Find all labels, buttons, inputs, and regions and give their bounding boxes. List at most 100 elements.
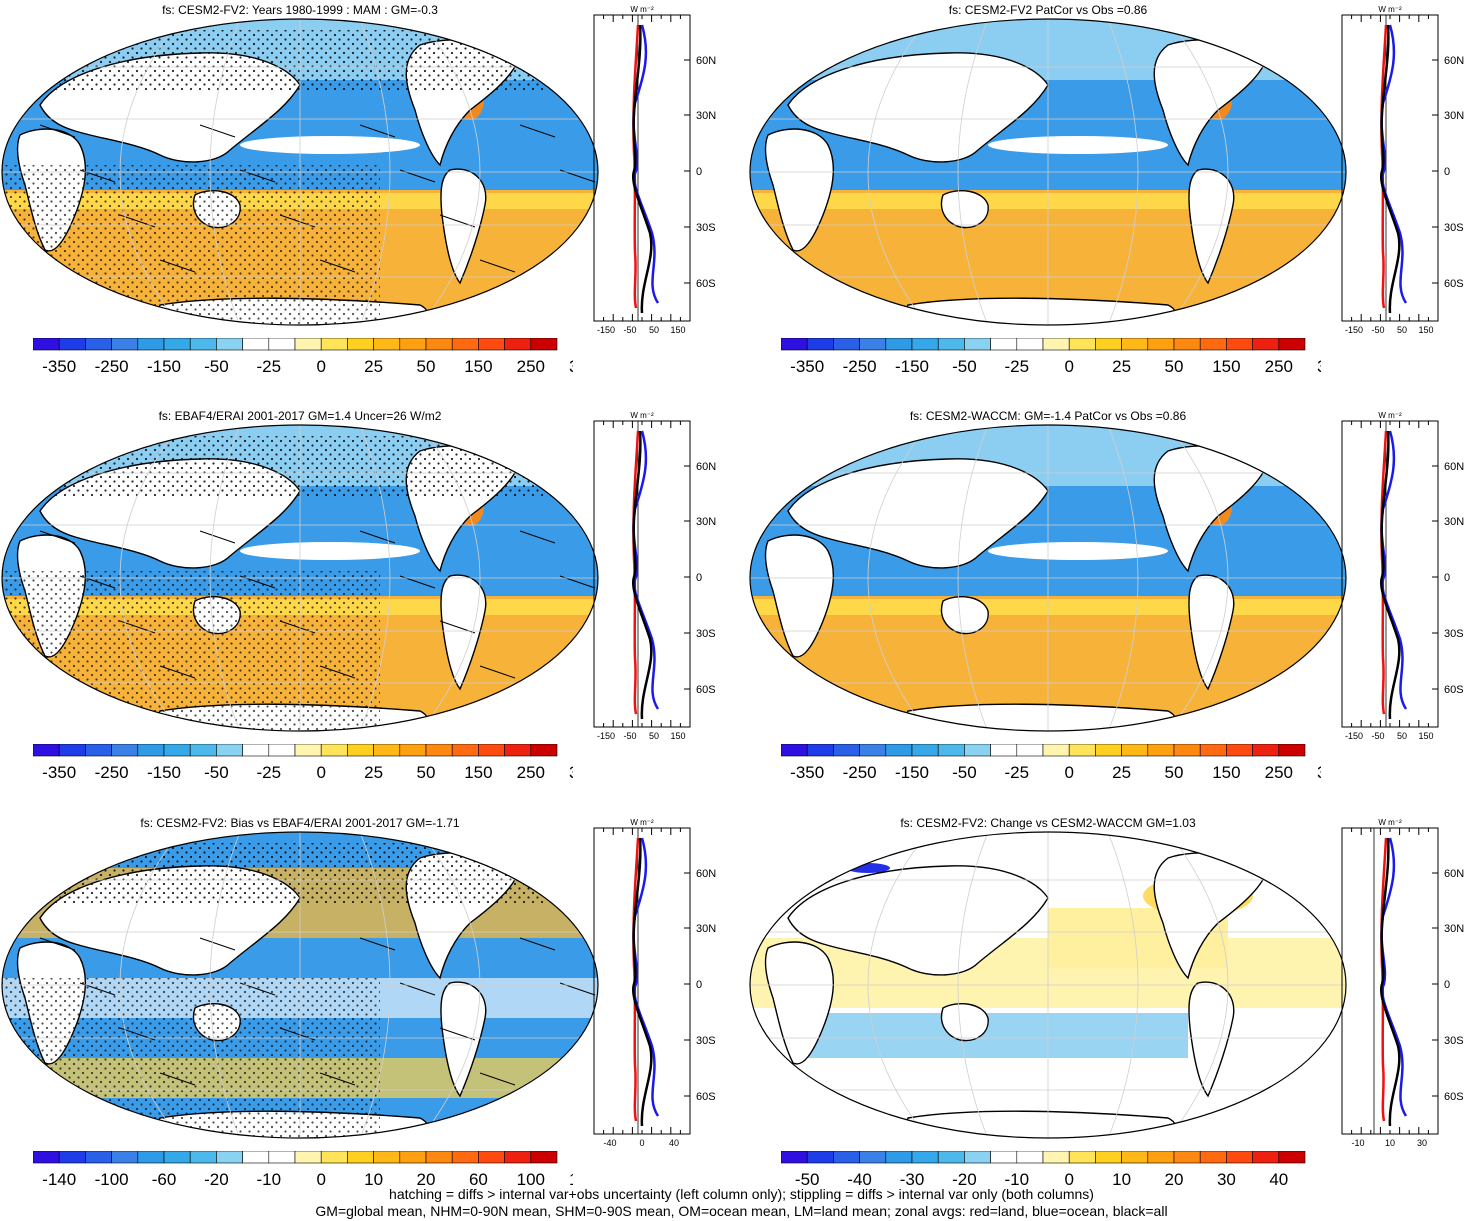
profile-x-tick-label: 40: [669, 1138, 679, 1146]
colorbar-tick-label: 350: [1317, 357, 1321, 376]
colorbar-swatch: [1147, 338, 1175, 351]
colorbar-swatch: [1226, 744, 1253, 757]
profile-line: [1380, 837, 1408, 1117]
colorbar-swatch: [1042, 338, 1070, 351]
colorbar-swatch: [85, 338, 112, 351]
profile-x-tick-label: 0: [639, 1138, 644, 1146]
colorbar-tick-label: -250: [95, 357, 129, 376]
colorbar-tick-label: 40: [1269, 1170, 1288, 1189]
profile-lat-label: 0: [1444, 572, 1450, 584]
colorbar-tick-label: 100: [517, 1170, 545, 1189]
colorbar-swatch: [1095, 1151, 1122, 1164]
colorbar-swatch: [242, 338, 270, 351]
profile-lat-label: 30S: [696, 1035, 716, 1047]
colorbar-tick-label: -250: [95, 763, 129, 782]
profile-x-tick-label: 50: [1397, 325, 1407, 333]
colorbar-swatch: [781, 338, 808, 351]
colorbar-swatch: [781, 1151, 808, 1164]
profile-line: [632, 837, 660, 1117]
colorbar-swatch: [478, 1151, 505, 1164]
colorbar-swatch: [163, 1151, 191, 1164]
colorbar-swatch: [1068, 744, 1096, 757]
colorbar-tick-label: 250: [1265, 357, 1293, 376]
colorbar-swatch: [347, 1151, 374, 1164]
colorbar-swatch: [1121, 744, 1149, 757]
colorbar-tick-label: -50: [952, 357, 977, 376]
colorbar-swatch: [806, 338, 834, 351]
colorbar-swatch: [478, 744, 505, 757]
colorbar-swatch: [1095, 744, 1122, 757]
profile-lat-label: 30S: [1444, 1035, 1464, 1047]
profile-line: [1379, 837, 1401, 1127]
colorbar-tick-label: -30: [900, 1170, 925, 1189]
colorbar-tick-label: 25: [364, 763, 383, 782]
profile-lat-label: 0: [696, 166, 702, 178]
colorbar-tick-label: 350: [1317, 763, 1321, 782]
colorbar-tick-label: -60: [152, 1170, 177, 1189]
colorbar-swatch: [242, 744, 270, 757]
colorbar-tick-label: 150: [1212, 763, 1240, 782]
colorbar-swatch: [806, 1151, 834, 1164]
colorbar-tick-label: -250: [843, 357, 877, 376]
colorbar-swatch: [268, 1151, 296, 1164]
profile-lat-label: 0: [1444, 166, 1450, 178]
profile-lat-label: 30N: [1444, 110, 1464, 122]
profile-units: W m⁻²: [1378, 818, 1402, 827]
zonal-profile: W m⁻² 60N 30N 0 30S 60S -150 -50 50 150: [1341, 5, 1464, 333]
colorbar-swatch: [399, 744, 427, 757]
profile-lat-label: 60N: [696, 461, 716, 473]
colorbar-swatch: [216, 338, 243, 351]
colorbar-swatch: [1226, 338, 1253, 351]
colorbar-tick-label: 140: [569, 1170, 573, 1189]
profile-x-tick-label: -150: [1345, 325, 1363, 333]
panel-title: fs: CESM2-FV2: Years 1980-1999 : MAM : G…: [162, 3, 438, 17]
profile-x-tick-label: -50: [623, 325, 636, 333]
colorbar-tick-label: -50: [204, 763, 229, 782]
colorbar: -350-250-150-50-2502550150250350: [33, 744, 573, 782]
colorbar-tick-label: 10: [1112, 1170, 1131, 1189]
profile-lat-label: 60S: [1444, 1091, 1464, 1103]
colorbar-swatch: [1173, 1151, 1201, 1164]
profile-x-tick-label: 150: [1418, 325, 1433, 333]
colorbar-swatch: [1042, 744, 1070, 757]
robinson-map: [749, 18, 1347, 326]
profile-x-tick-label: -50: [1371, 731, 1384, 739]
zonal-profile: W m⁻² 60N 30N 0 30S 60S -150 -50 50 150: [593, 411, 716, 739]
colorbar-swatch: [1121, 338, 1149, 351]
colorbar-swatch: [320, 338, 348, 351]
colorbar-swatch: [530, 1151, 558, 1164]
profile-x-tick-label: 50: [1397, 731, 1407, 739]
colorbar-swatch: [242, 1151, 270, 1164]
colorbar-swatch: [268, 338, 296, 351]
colorbar-swatch: [833, 338, 860, 351]
colorbar-tick-label: 25: [364, 357, 383, 376]
colorbar-swatch: [137, 744, 165, 757]
colorbar-tick-label: -150: [147, 763, 181, 782]
profile-lat-label: 30N: [696, 516, 716, 528]
profile-line: [1379, 430, 1401, 720]
colorbar-swatch: [451, 1151, 479, 1164]
colorbar-swatch: [58, 338, 86, 351]
zonal-profile: W m⁻² 60N 30N 0 30S 60S -40 0 40: [593, 818, 716, 1146]
panel-title: fs: EBAF4/ERAI 2001-2017 GM=1.4 Uncer=26…: [158, 409, 442, 423]
colorbar-swatch: [504, 1151, 532, 1164]
colorbar-swatch: [294, 338, 322, 351]
profile-lat-label: 30N: [1444, 923, 1464, 935]
colorbar-tick-label: 25: [1112, 763, 1131, 782]
colorbar-swatch: [1068, 1151, 1096, 1164]
colorbar-tick-label: -140: [42, 1170, 76, 1189]
colorbar-swatch: [268, 744, 296, 757]
colorbar-swatch: [1068, 338, 1096, 351]
robinson-map: [749, 831, 1347, 1139]
colorbar: -350-250-150-50-2502550150250350: [781, 744, 1321, 782]
colorbar-swatch: [58, 1151, 86, 1164]
colorbar-tick-label: -20: [204, 1170, 229, 1189]
colorbar-swatch: [111, 1151, 139, 1164]
colorbar-swatch: [111, 744, 139, 757]
colorbar-swatch: [1121, 1151, 1149, 1164]
profile-lat-label: 30S: [1444, 222, 1464, 234]
colorbar-swatch: [1252, 338, 1280, 351]
colorbar-swatch: [833, 1151, 860, 1164]
profile-x-tick-label: -150: [1345, 731, 1363, 739]
colorbar-swatch: [504, 744, 532, 757]
